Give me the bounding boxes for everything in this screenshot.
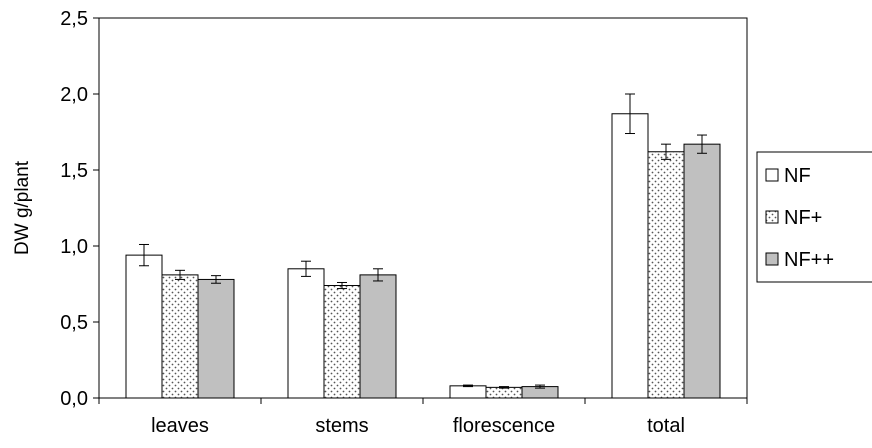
legend: NF NF+ NF++ bbox=[756, 151, 872, 283]
y-axis-label: DW g/plant bbox=[12, 160, 33, 255]
bar-nfp-total bbox=[647, 151, 685, 399]
bar-nf-total bbox=[611, 113, 649, 399]
legend-swatch bbox=[765, 252, 779, 266]
y-tick-label: 1,5 bbox=[60, 160, 88, 182]
legend-label: NF bbox=[784, 165, 811, 187]
bar-nfp-florescence bbox=[485, 386, 523, 399]
bar-nfpp-total bbox=[683, 143, 721, 399]
category-label: leaves bbox=[151, 415, 209, 437]
legend-label: NF+ bbox=[784, 207, 822, 229]
legend-label: NF++ bbox=[784, 249, 834, 271]
bar-nfpp-leaves bbox=[197, 278, 235, 399]
y-tick-label: 0,0 bbox=[60, 388, 88, 410]
category-label: florescence bbox=[453, 415, 555, 437]
bar-nf-stems bbox=[287, 268, 325, 399]
bar-nfp-leaves bbox=[161, 274, 199, 399]
y-tick-label: 0,5 bbox=[60, 312, 88, 334]
legend-swatch bbox=[765, 210, 779, 224]
category-label: total bbox=[647, 415, 685, 437]
y-tick-label: 2,5 bbox=[60, 8, 88, 30]
bar-nf-leaves bbox=[125, 254, 163, 399]
category-label: stems bbox=[315, 415, 368, 437]
legend-swatch bbox=[765, 168, 779, 182]
bar-nf-florescence bbox=[449, 385, 487, 399]
y-tick-label: 2,0 bbox=[60, 84, 88, 106]
y-tick-label: 1,0 bbox=[60, 236, 88, 258]
bar-nfp-stems bbox=[323, 285, 361, 399]
bar-nfpp-stems bbox=[359, 274, 397, 399]
